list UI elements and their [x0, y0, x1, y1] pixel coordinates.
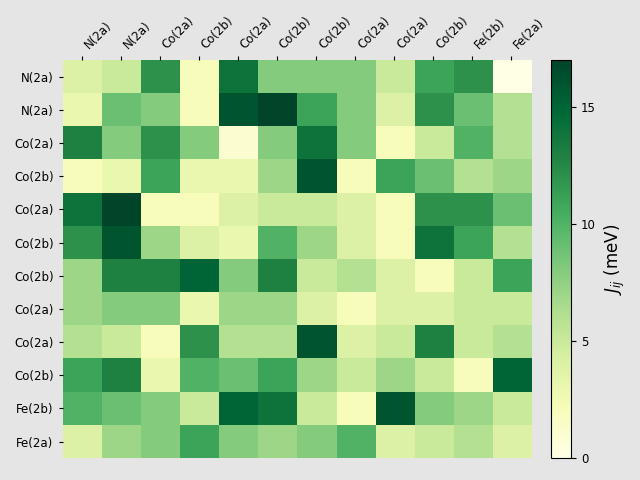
Y-axis label: $J_{ij}$ (meV): $J_{ij}$ (meV)	[603, 224, 627, 295]
